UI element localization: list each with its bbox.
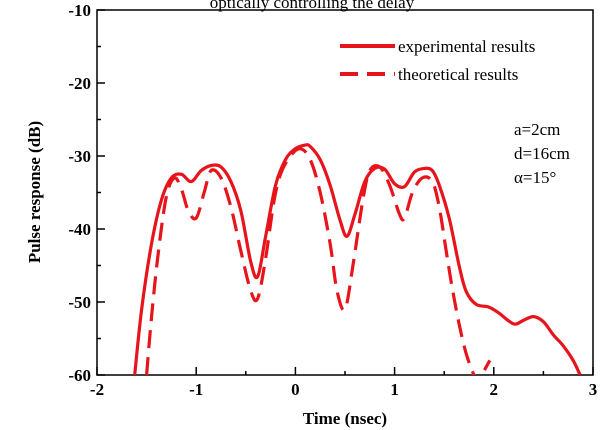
- parameter-annotations: a=2cm d=16cm α=15°: [514, 120, 570, 187]
- x-tick-label: 2: [490, 380, 499, 399]
- plot-frame: [96, 9, 594, 376]
- y-axis-title: Pulse response (dB): [25, 121, 44, 263]
- x-tick-label: 3: [589, 380, 598, 399]
- y-tick-label: -60: [68, 366, 91, 385]
- legend-label-theoretical: theoretical results: [398, 65, 518, 84]
- parameter-annotation: a=2cm: [514, 120, 560, 139]
- experimental-series-line: [133, 143, 582, 375]
- parameter-annotation: d=16cm: [514, 144, 570, 163]
- x-tick-label: -1: [189, 380, 203, 399]
- y-tick-label: -20: [68, 74, 91, 93]
- y-tick-label: -40: [68, 220, 91, 239]
- y-tick-label: -30: [68, 147, 91, 166]
- legend-label-experimental: experimental results: [398, 37, 535, 56]
- theoretical-series-line: [145, 147, 492, 375]
- figure-top-text: optically controlling the delay: [210, 0, 415, 12]
- x-tick-label: -2: [90, 380, 104, 399]
- y-tick-label: -10: [68, 1, 91, 20]
- x-axis-title: Time (nsec): [303, 409, 387, 428]
- parameter-annotation: α=15°: [514, 168, 556, 187]
- axis-tick-labels: -2 -1 0 1 2 3-10-20-30-40-50-60: [68, 1, 597, 399]
- x-tick-label: 1: [390, 380, 399, 399]
- series-layer: [133, 143, 582, 375]
- x-tick-label: 0: [291, 380, 300, 399]
- axis-ticks: [96, 9, 594, 376]
- legend: experimental results theoretical results: [340, 37, 535, 84]
- y-tick-label: -50: [68, 293, 91, 312]
